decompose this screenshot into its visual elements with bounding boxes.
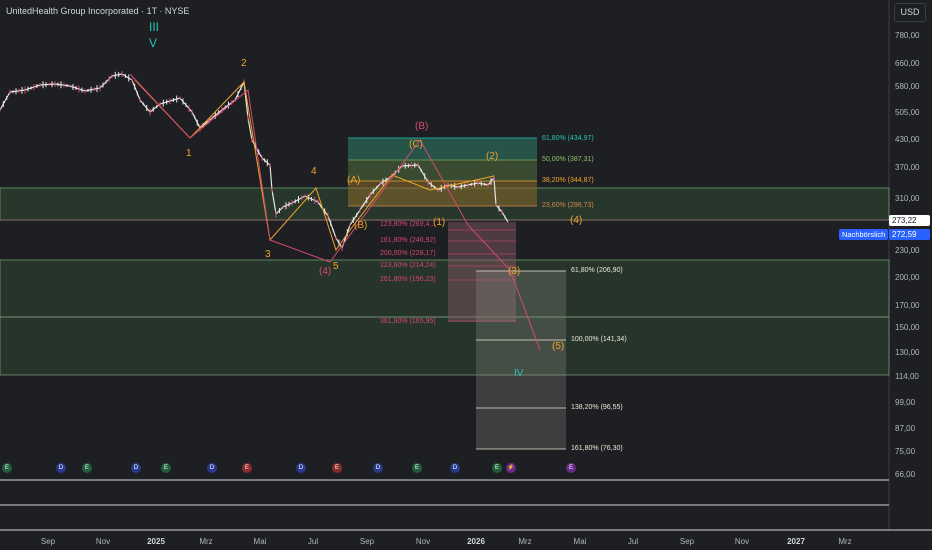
fib-label: 223,60% (214,24) bbox=[380, 262, 436, 269]
support-zone-lower bbox=[0, 259, 890, 376]
currency-button[interactable]: USD bbox=[894, 3, 926, 22]
fib-label: 50,00% (387,31) bbox=[542, 156, 594, 163]
earnings-event-icon[interactable]: E bbox=[492, 463, 502, 473]
time-tick: Nov bbox=[415, 537, 431, 546]
price-tick: 580,00 bbox=[895, 82, 920, 91]
time-tick: 2027 bbox=[787, 537, 805, 546]
fib-label: 61,80% (206,90) bbox=[571, 267, 623, 274]
price-tick: 130,00 bbox=[895, 348, 920, 357]
wave-label: 2 bbox=[241, 58, 247, 69]
price-tick: 114,00 bbox=[895, 372, 919, 381]
split-event-icon[interactable]: ⚡ bbox=[506, 463, 516, 473]
fib-label: 61,80% (434,97) bbox=[542, 135, 594, 142]
fib-box-pink bbox=[448, 222, 516, 322]
price-tick: 780,00 bbox=[895, 31, 920, 40]
fib-label: 361,80% (165,95) bbox=[380, 318, 436, 325]
wave-label: (B) bbox=[415, 121, 429, 132]
price-tick: 505,00 bbox=[895, 108, 920, 117]
wave-label: (1) bbox=[433, 217, 446, 228]
wave-label: 3 bbox=[265, 249, 271, 260]
wave-label: 4 bbox=[311, 166, 317, 177]
wave-degree-top: III bbox=[149, 20, 160, 34]
dividend-event-icon[interactable]: D bbox=[131, 463, 141, 473]
dividend-event-icon[interactable]: D bbox=[373, 463, 383, 473]
time-tick: Mrz bbox=[518, 537, 532, 546]
orange-wave-path bbox=[134, 79, 495, 252]
fib-label: 38,20% (344,87) bbox=[542, 177, 594, 184]
price-tick: 75,00 bbox=[895, 447, 916, 456]
time-tick: Sep bbox=[679, 537, 695, 546]
earnings-event-icon[interactable]: E bbox=[412, 463, 422, 473]
price-tick: 430,00 bbox=[895, 135, 920, 144]
post-market-price-tag: 272,59 bbox=[889, 229, 930, 240]
wave-label: (3) bbox=[508, 266, 521, 277]
pink-wave-path bbox=[129, 73, 541, 351]
fib-label: 200,00% (228,17) bbox=[380, 250, 436, 257]
earnings-event-icon[interactable]: E bbox=[566, 463, 576, 473]
time-tick: Mrz bbox=[199, 537, 213, 546]
wave-label: (4) bbox=[570, 215, 583, 226]
fib-label: 138,20% (96,55) bbox=[571, 404, 623, 411]
price-tick: 370,00 bbox=[895, 163, 920, 172]
wave-label: (4) bbox=[319, 266, 332, 277]
price-tick: 170,00 bbox=[895, 301, 920, 310]
time-tick: Mrz bbox=[838, 537, 852, 546]
post-market-label: Nachbörslich bbox=[839, 229, 889, 240]
wave-label: 1 bbox=[186, 148, 192, 159]
fib-label: 100,00% (141,34) bbox=[571, 336, 627, 343]
earnings-event-icon[interactable]: E bbox=[82, 463, 92, 473]
time-tick: 2025 bbox=[147, 537, 165, 546]
fib-label: 161,80% (246,92) bbox=[380, 237, 436, 244]
earnings-event-icon[interactable]: E bbox=[242, 463, 252, 473]
fib-label: 23,60% (296,73) bbox=[542, 202, 594, 209]
wave-label: IV bbox=[514, 368, 524, 379]
wave-label: (5) bbox=[552, 341, 565, 352]
time-tick: Jul bbox=[307, 537, 319, 546]
time-tick: Mai bbox=[573, 537, 587, 546]
time-tick: Jul bbox=[627, 537, 639, 546]
wave-label: (C) bbox=[409, 139, 423, 150]
fib-box-mid bbox=[348, 160, 537, 181]
fib-box-lower bbox=[476, 271, 566, 449]
last-price-tag: 273,22 bbox=[889, 215, 930, 226]
wave-label: (B) bbox=[354, 220, 368, 231]
dividend-event-icon[interactable]: D bbox=[56, 463, 66, 473]
time-tick: Sep bbox=[40, 537, 56, 546]
dividend-event-icon[interactable]: D bbox=[296, 463, 306, 473]
time-tick: Sep bbox=[359, 537, 375, 546]
time-tick: Nov bbox=[734, 537, 750, 546]
price-tick: 660,00 bbox=[895, 59, 920, 68]
wave-degree-bottom: V bbox=[149, 36, 158, 50]
dividend-event-icon[interactable]: D bbox=[207, 463, 217, 473]
fib-label: 261,80% (196,23) bbox=[380, 276, 436, 283]
chart-title: UnitedHealth Group Incorporated · 1T · N… bbox=[6, 6, 190, 16]
earnings-event-icon[interactable]: E bbox=[161, 463, 171, 473]
fib-label: 161,80% (76,30) bbox=[571, 445, 623, 452]
price-tick: 66,00 bbox=[895, 470, 916, 479]
earnings-event-icon[interactable]: E bbox=[2, 463, 12, 473]
price-tick: 230,00 bbox=[895, 246, 920, 255]
time-tick: Nov bbox=[95, 537, 111, 546]
time-tick: Mai bbox=[253, 537, 267, 546]
dividend-event-icon[interactable]: D bbox=[450, 463, 460, 473]
wave-label: (2) bbox=[486, 151, 499, 162]
time-tick: 2026 bbox=[467, 537, 485, 546]
price-tick: 99,00 bbox=[895, 398, 916, 407]
price-tick: 200,00 bbox=[895, 273, 920, 282]
fib-box-top bbox=[348, 138, 537, 160]
wave-label: (A) bbox=[347, 175, 361, 186]
price-tick: 150,00 bbox=[895, 323, 920, 332]
earnings-event-icon[interactable]: E bbox=[332, 463, 342, 473]
price-tick: 310,00 bbox=[895, 194, 920, 203]
wave-label: 5 bbox=[333, 261, 339, 272]
fib-label: 123,80% (269,4... bbox=[380, 221, 436, 228]
fib-box-low bbox=[348, 181, 537, 206]
price-tick: 87,00 bbox=[895, 424, 916, 433]
